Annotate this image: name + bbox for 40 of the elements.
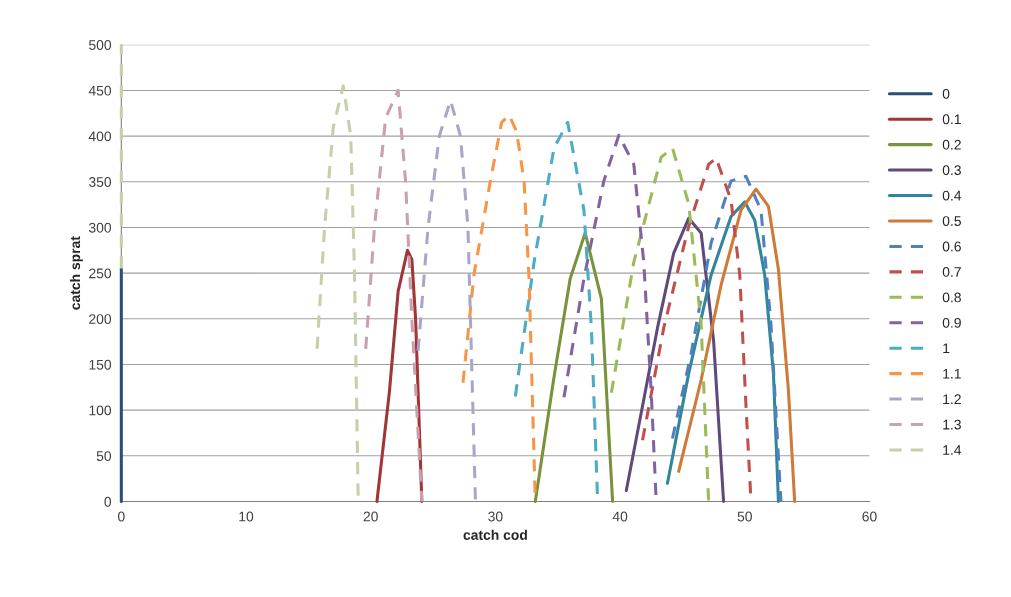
y-tick-label: 50 xyxy=(96,451,112,461)
y-tick-label: 300 xyxy=(88,222,112,233)
line-series xyxy=(624,216,726,504)
line-series xyxy=(364,88,424,504)
y-tick-label: 250 xyxy=(89,268,112,279)
legend-label: 0.7 xyxy=(942,267,961,277)
x-tick-label: 30 xyxy=(488,511,503,522)
x-tick-label: 0 xyxy=(118,511,125,522)
legend-label: 0.9 xyxy=(942,317,961,328)
x-axis-title: catch cod xyxy=(463,529,527,540)
legend-label: 0.6 xyxy=(942,241,961,252)
x-tick-label: 40 xyxy=(612,511,628,522)
legend-label: 1 xyxy=(943,343,950,354)
legend-label: 1.2 xyxy=(943,394,961,404)
y-axis-title: catch sprat xyxy=(69,236,83,310)
legend-label: 0 xyxy=(942,88,950,99)
legend-label: 0.8 xyxy=(942,292,961,303)
line-series xyxy=(677,187,797,504)
x-tick-label: 50 xyxy=(737,511,752,522)
y-tick-label: 400 xyxy=(88,131,112,142)
legend-label: 1.3 xyxy=(943,419,961,430)
x-tick-label: 60 xyxy=(862,511,877,522)
y-tick-label: 450 xyxy=(88,85,112,96)
line-series xyxy=(375,248,424,504)
y-tick-label: 0 xyxy=(104,496,112,507)
y-tick-label: 500 xyxy=(88,40,112,50)
legend-label: 0.3 xyxy=(942,165,961,176)
legend-label: 0.5 xyxy=(942,216,961,226)
y-tick-label: 150 xyxy=(89,359,112,370)
line-series xyxy=(533,231,615,504)
legend-label: 1.4 xyxy=(943,445,962,455)
y-tick-label: 200 xyxy=(89,314,112,324)
x-tick-label: 10 xyxy=(239,511,254,522)
legend-label: 1.1 xyxy=(943,368,961,379)
y-tick-label: 100 xyxy=(89,405,112,416)
x-tick-label: 20 xyxy=(363,511,378,522)
legend-label: 0.2 xyxy=(942,139,961,150)
legend-label: 0.1 xyxy=(942,114,961,125)
legend-label: 0.4 xyxy=(942,190,962,201)
y-tick-label: 350 xyxy=(88,177,112,187)
